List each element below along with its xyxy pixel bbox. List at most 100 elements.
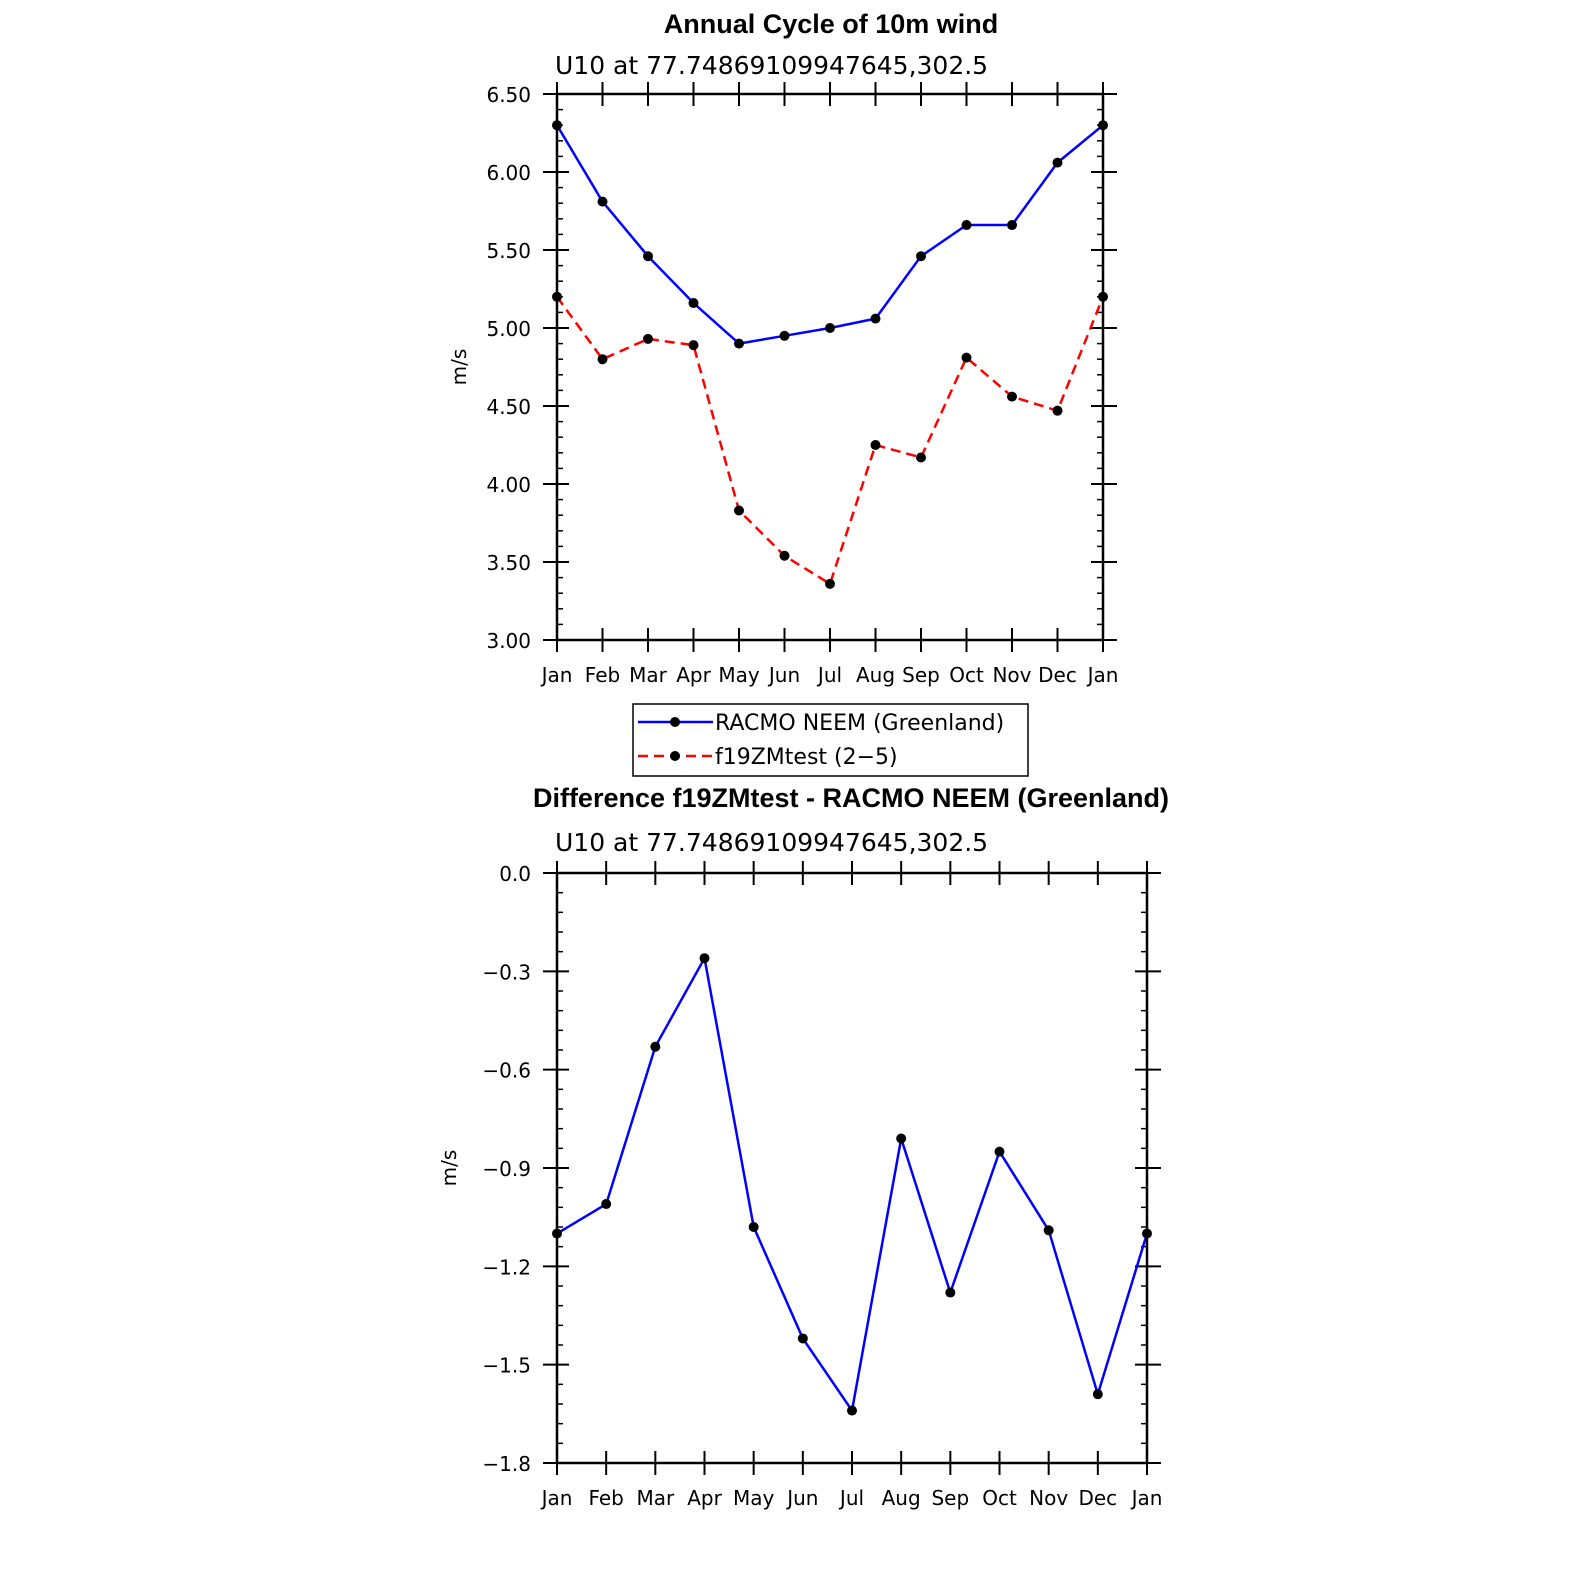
top-series-line-1 <box>555 296 1105 586</box>
bottom-chart-title: Difference f19ZMtest - RACMO NEEM (Green… <box>533 783 1169 813</box>
bottom-series-0-point <box>601 1199 612 1210</box>
top-x-tick-label: Apr <box>676 663 711 687</box>
top-series-1-point <box>1052 405 1063 416</box>
top-series-line-0 <box>555 124 1104 345</box>
legend-box <box>632 703 1029 777</box>
top-series-1-point <box>688 340 699 351</box>
bottom-x-tick-label: Mar <box>636 1486 675 1510</box>
top-series <box>552 120 1108 589</box>
top-x-tick-label: May <box>718 663 760 687</box>
bottom-series-0-point <box>847 1405 857 1416</box>
bottom-x-tick-label: Dec <box>1078 1486 1117 1510</box>
top-series-1-point <box>734 505 744 516</box>
bottom-x-tick-label: Jul <box>838 1486 864 1510</box>
top-x-tick-label: Sep <box>902 663 940 687</box>
legend-marker-racmo <box>670 717 680 727</box>
top-series-0-point <box>779 330 790 341</box>
top-x-tick-label: Nov <box>992 663 1031 687</box>
bottom-series-0-point <box>1043 1225 1054 1236</box>
bottom-x-tick-label: Jun <box>785 1486 818 1510</box>
top-series-0-point <box>597 196 608 207</box>
bottom-x-tick-label: Apr <box>687 1486 722 1510</box>
legend-label-racmo: RACMO NEEM (Greenland) <box>715 711 1004 736</box>
top-chart-ylabel: m/s <box>447 349 471 386</box>
bottom-y-tick-label: −1.2 <box>482 1255 531 1279</box>
top-x-tick-label: Feb <box>585 663 620 687</box>
top-series-1-point <box>961 352 972 363</box>
top-series-1-point <box>1007 391 1017 402</box>
bottom-series-0-point <box>748 1222 759 1232</box>
top-chart: Annual Cycle of 10m wind U10 at 77.74869… <box>447 9 1118 687</box>
top-x-tick-label: Jul <box>816 663 842 687</box>
top-series-1-point <box>870 440 881 450</box>
top-series-0-point <box>734 338 744 349</box>
bottom-x-tick-label: Sep <box>931 1486 969 1510</box>
top-series-0-point <box>961 220 972 231</box>
bottom-x-tick-label: Aug <box>882 1486 921 1510</box>
bottom-series-0-point <box>1092 1389 1103 1400</box>
top-y-tick-label: 5.50 <box>486 239 531 263</box>
bottom-y-tick-label: −1.8 <box>482 1452 531 1476</box>
top-y-tick-label: 4.00 <box>486 473 531 497</box>
top-plot-frame <box>555 92 1105 642</box>
top-y-tick-label: 4.50 <box>486 395 531 419</box>
top-series-1-point <box>779 550 790 561</box>
top-series-0-point <box>643 251 653 262</box>
top-series-1-point <box>916 452 926 463</box>
bottom-minor-ticks <box>557 891 1147 1445</box>
bottom-series-0-point <box>896 1133 907 1144</box>
bottom-chart-subtitle: U10 at 77.74869109947645,302.5 <box>555 828 988 857</box>
bottom-x-tick-label: Jan <box>1130 1486 1163 1510</box>
top-y-tick-label: 6.50 <box>486 83 531 107</box>
top-x-tick-label: Dec <box>1038 663 1077 687</box>
bottom-y-tick-label: −1.5 <box>482 1354 531 1378</box>
bottom-series-line-0 <box>556 956 1149 1412</box>
top-x-tick-label: Jun <box>767 663 800 687</box>
legend-marker-f19 <box>670 751 680 761</box>
bottom-x-tick-label: Jan <box>540 1486 573 1510</box>
top-y-tick-label: 3.00 <box>486 629 531 653</box>
top-series-0-point <box>1052 157 1063 168</box>
bottom-series-0-point <box>797 1333 808 1344</box>
bottom-y-tick-label: 0.0 <box>499 862 531 886</box>
top-x-tick-label: Jan <box>540 663 573 687</box>
bottom-series-0-point <box>650 1041 661 1052</box>
bottom-y-ticks: −1.8 −1.5 −1.2 −0.9 −0.6 −0.3 0.0 <box>482 862 1161 1476</box>
top-chart-title: Annual Cycle of 10m wind <box>664 9 999 39</box>
top-x-tick-label: Aug <box>856 663 895 687</box>
top-series-0-point <box>870 313 881 324</box>
bottom-x-tick-label: Oct <box>982 1486 1017 1510</box>
bottom-y-tick-label: −0.9 <box>482 1157 531 1181</box>
bottom-plot-frame <box>555 871 1149 1465</box>
bottom-series-0-point <box>994 1146 1005 1157</box>
top-series-0-point <box>688 298 699 309</box>
top-series-0-point <box>916 251 926 262</box>
bottom-chart-ylabel: m/s <box>437 1150 461 1187</box>
top-series-0-point <box>825 323 835 333</box>
top-minor-ticks <box>557 108 1103 626</box>
top-chart-subtitle: U10 at 77.74869109947645,302.5 <box>555 51 988 80</box>
bottom-series-0-point <box>945 1287 956 1298</box>
top-y-tick-label: 5.00 <box>486 317 531 341</box>
top-x-tick-label: Jan <box>1086 663 1119 687</box>
top-x-ticks: Jan Feb Mar Apr May Jun Jul Aug Sep Oct Nov Dec Jan <box>540 82 1119 687</box>
legend: RACMO NEEM (Greenland) f19ZMtest (2−5) <box>632 703 1029 777</box>
top-x-tick-label: Mar <box>629 663 668 687</box>
bottom-x-tick-label: Nov <box>1029 1486 1068 1510</box>
top-y-ticks: 3.00 3.50 4.00 4.50 5.00 5.50 6.00 6.50 <box>486 83 1117 653</box>
top-y-tick-label: 6.00 <box>486 161 531 185</box>
top-series-1-point <box>825 578 835 589</box>
top-series-1-point <box>643 333 653 344</box>
bottom-y-tick-label: −0.6 <box>482 1059 531 1083</box>
bottom-series <box>552 953 1152 1416</box>
bottom-x-tick-label: Feb <box>588 1486 623 1510</box>
bottom-series-0-point <box>699 953 710 964</box>
top-y-tick-label: 3.50 <box>486 551 531 575</box>
top-x-tick-label: Oct <box>949 663 984 687</box>
bottom-chart: Difference f19ZMtest - RACMO NEEM (Green… <box>437 783 1169 1510</box>
legend-label-f19: f19ZMtest (2−5) <box>715 745 898 770</box>
top-series-0-point <box>1007 220 1017 231</box>
top-series-1-point <box>597 354 608 365</box>
bottom-x-tick-label: May <box>733 1486 775 1510</box>
